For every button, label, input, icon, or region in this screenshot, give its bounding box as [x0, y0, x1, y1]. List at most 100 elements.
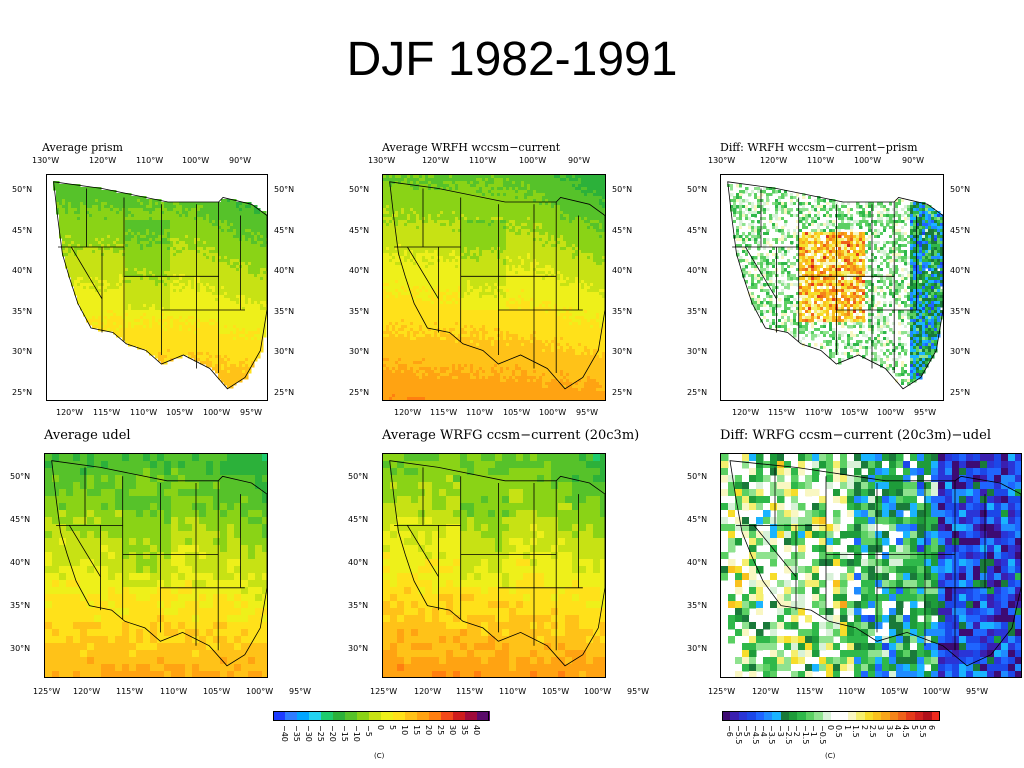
latitude-label-left: 45°N: [12, 226, 33, 235]
latitude-label-left: 35°N: [349, 307, 370, 316]
colorbar-temperature-tick-label: −35: [292, 725, 301, 742]
colorbar-difference-swatch: [738, 711, 748, 721]
colorbar-temperature-tick-label: −40: [280, 725, 289, 742]
latitude-label-right: 25°N: [274, 388, 295, 397]
bottom-longitude-label: 95°W: [966, 687, 989, 696]
colorbar-difference-tick-label: −3.5: [767, 725, 777, 745]
colorbar-temperature-tick-label: 30: [448, 725, 457, 736]
colorbar-temperature-swatch: [477, 711, 490, 721]
colorbar-temperature-swatch: [381, 711, 394, 721]
map-frame: [382, 174, 606, 401]
bottom-longitude-label: 100°W: [539, 408, 567, 417]
top-longitude-label: 120°W: [422, 156, 450, 165]
panel-title: Average udel: [44, 428, 131, 443]
colorbar-difference-swatch: [805, 711, 815, 721]
bottom-longitude-label: 110°W: [838, 687, 866, 696]
latitude-label-left: 40°N: [348, 558, 369, 567]
colorbar-difference: [722, 711, 941, 721]
bottom-longitude-label: 95°W: [576, 408, 599, 417]
latitude-label-left: 50°N: [10, 472, 31, 481]
map-frame: [44, 453, 268, 678]
state-borders: [389, 460, 605, 667]
latitude-label-left: 35°N: [10, 601, 31, 610]
colorbar-temperature-swatch: [429, 711, 442, 721]
colorbar-temperature-tick-label: 25: [436, 725, 445, 736]
latitude-label-left: 35°N: [12, 307, 33, 316]
colorbar-temperature-swatch: [321, 711, 334, 721]
colorbar-difference-swatch: [906, 711, 916, 721]
field-cells: [383, 454, 605, 677]
panel-title: Diff: WRFG ccsm−current (20c3m)−udel: [720, 428, 991, 443]
colorbar-temperature-swatch: [417, 711, 430, 721]
map-frame: [720, 174, 944, 401]
colorbar-difference-swatch: [722, 711, 731, 721]
colorbar-temperature-tick-label: 5: [388, 725, 397, 731]
bottom-longitude-label: 110°W: [130, 408, 158, 417]
top-longitude-label: 100°W: [182, 156, 210, 165]
bottom-longitude-label: 105°W: [166, 408, 194, 417]
latitude-label-left: 50°N: [349, 185, 370, 194]
colorbar-temperature-tick-label: −15: [340, 725, 349, 742]
map-frame: [720, 453, 1022, 678]
latitude-label-right: 35°N: [950, 307, 971, 316]
bottom-longitude-label: 95°W: [240, 408, 263, 417]
colorbar-temperature-tick-label: −10: [352, 725, 361, 742]
top-longitude-label: 100°W: [854, 156, 882, 165]
bottom-longitude-label: 110°W: [160, 687, 188, 696]
latitude-label-left: 25°N: [12, 388, 33, 397]
bottom-longitude-label: 125°W: [708, 687, 736, 696]
latitude-label-left: 45°N: [10, 515, 31, 524]
bottom-longitude-label: 105°W: [542, 687, 570, 696]
state-borders: [727, 181, 943, 390]
colorbar-temperature-tick-label: 0: [376, 725, 385, 731]
bottom-longitude-label: 125°W: [33, 687, 61, 696]
colorbar-difference-swatch: [914, 711, 924, 721]
colorbar-difference-tick-label: 1.5: [851, 725, 861, 738]
colorbar-difference-swatch: [847, 711, 857, 721]
latitude-label-left: 30°N: [349, 347, 370, 356]
latitude-label-right: 35°N: [274, 307, 295, 316]
latitude-label-left: 25°N: [687, 388, 708, 397]
latitude-label-left: 40°N: [10, 558, 31, 567]
state-borders: [729, 460, 1021, 667]
colorbar-difference-tick-label: 3: [876, 725, 886, 731]
latitude-label-right: 40°N: [950, 266, 971, 275]
latitude-label-left: 45°N: [687, 226, 708, 235]
colorbar-difference-swatch: [872, 711, 882, 721]
panel-title: Average prism: [42, 141, 123, 154]
latitude-label-left: 50°N: [348, 472, 369, 481]
bottom-longitude-label: 95°W: [914, 408, 937, 417]
latitude-label-left: 25°N: [349, 388, 370, 397]
colorbar-temperature-swatch: [357, 711, 370, 721]
field-cells: [727, 181, 943, 389]
bottom-longitude-label: 115°W: [430, 408, 458, 417]
colorbar-difference-swatch: [797, 711, 807, 721]
latitude-label-left: 35°N: [348, 601, 369, 610]
bottom-longitude-label: 95°W: [627, 687, 650, 696]
latitude-label-left: 50°N: [687, 472, 708, 481]
colorbar-difference-note: (C): [825, 752, 836, 760]
colorbar-difference-swatch: [780, 711, 790, 721]
latitude-label-left: 40°N: [687, 558, 708, 567]
colorbar-difference-swatch: [864, 711, 874, 721]
latitude-label-right: 30°N: [612, 347, 633, 356]
colorbar-difference-swatch: [856, 711, 866, 721]
latitude-label-right: 35°N: [612, 307, 633, 316]
state-borders: [389, 181, 605, 390]
colorbar-difference-swatch: [730, 711, 740, 721]
latitude-label-left: 50°N: [687, 185, 708, 194]
map-field: [53, 181, 267, 390]
bottom-longitude-label: 105°W: [203, 687, 231, 696]
latitude-label-right: 40°N: [612, 266, 633, 275]
latitude-label-left: 30°N: [348, 644, 369, 653]
colorbar-temperature-swatch: [441, 711, 454, 721]
colorbar-difference-swatch: [839, 711, 849, 721]
colorbar-difference-swatch: [789, 711, 798, 721]
colorbar-temperature-swatch: [465, 711, 478, 721]
bottom-longitude-label: 100°W: [246, 687, 274, 696]
colorbar-temperature-tick-label: 40: [472, 725, 481, 736]
colorbar-difference-tick-label: 5.5: [918, 725, 928, 738]
bottom-longitude-label: 110°W: [466, 408, 494, 417]
colorbar-temperature-tick-label: 20: [424, 725, 433, 736]
slide-title: DJF 1982-1991: [346, 33, 678, 86]
